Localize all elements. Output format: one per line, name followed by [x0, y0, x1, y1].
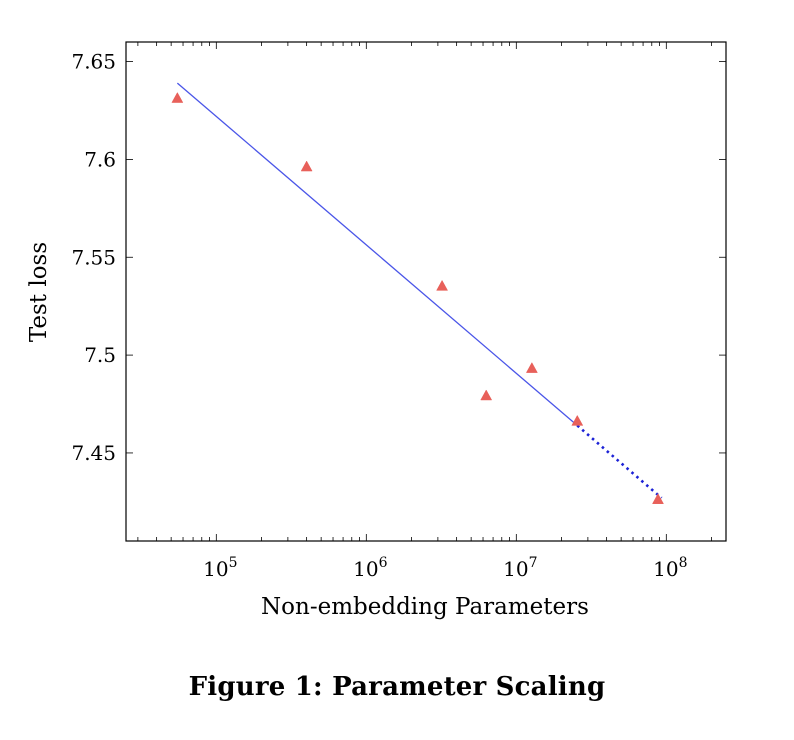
x-tick-label: 107 — [503, 555, 537, 581]
y-axis-title: Test loss — [26, 242, 52, 342]
data-point-triangle — [652, 493, 664, 504]
y-tick-label: 7.55 — [71, 245, 116, 269]
plot-frame — [125, 41, 727, 542]
x-tick-label: 105 — [203, 555, 237, 581]
fit-line-layer — [176, 82, 663, 499]
x-tick-label: 106 — [353, 555, 387, 581]
data-point-triangle — [300, 160, 313, 172]
ticks-layer — [126, 42, 726, 541]
fit-line-solid — [176, 82, 578, 427]
x-axis-title: Non-embedding Parameters — [261, 594, 589, 620]
tick-labels-layer: 7.45 7.5 7.55 7.6 7.65 105 106 107 108 — [71, 50, 687, 581]
y-tick-label: 7.6 — [84, 147, 116, 171]
y-tick-label: 7.45 — [71, 441, 116, 465]
y-tick-label: 7.5 — [84, 343, 116, 367]
data-points-layer — [171, 92, 664, 504]
data-point-triangle — [480, 389, 493, 401]
x-tick-label: 108 — [653, 555, 687, 581]
data-point-triangle — [171, 92, 184, 103]
fit-line-dotted — [576, 424, 663, 499]
plot-area — [125, 41, 727, 542]
figure-caption: Figure 1: Parameter Scaling — [188, 672, 606, 702]
data-point-triangle — [571, 414, 584, 426]
data-point-triangle — [436, 279, 449, 291]
data-point-triangle — [525, 362, 538, 373]
y-tick-label: 7.65 — [71, 50, 116, 74]
